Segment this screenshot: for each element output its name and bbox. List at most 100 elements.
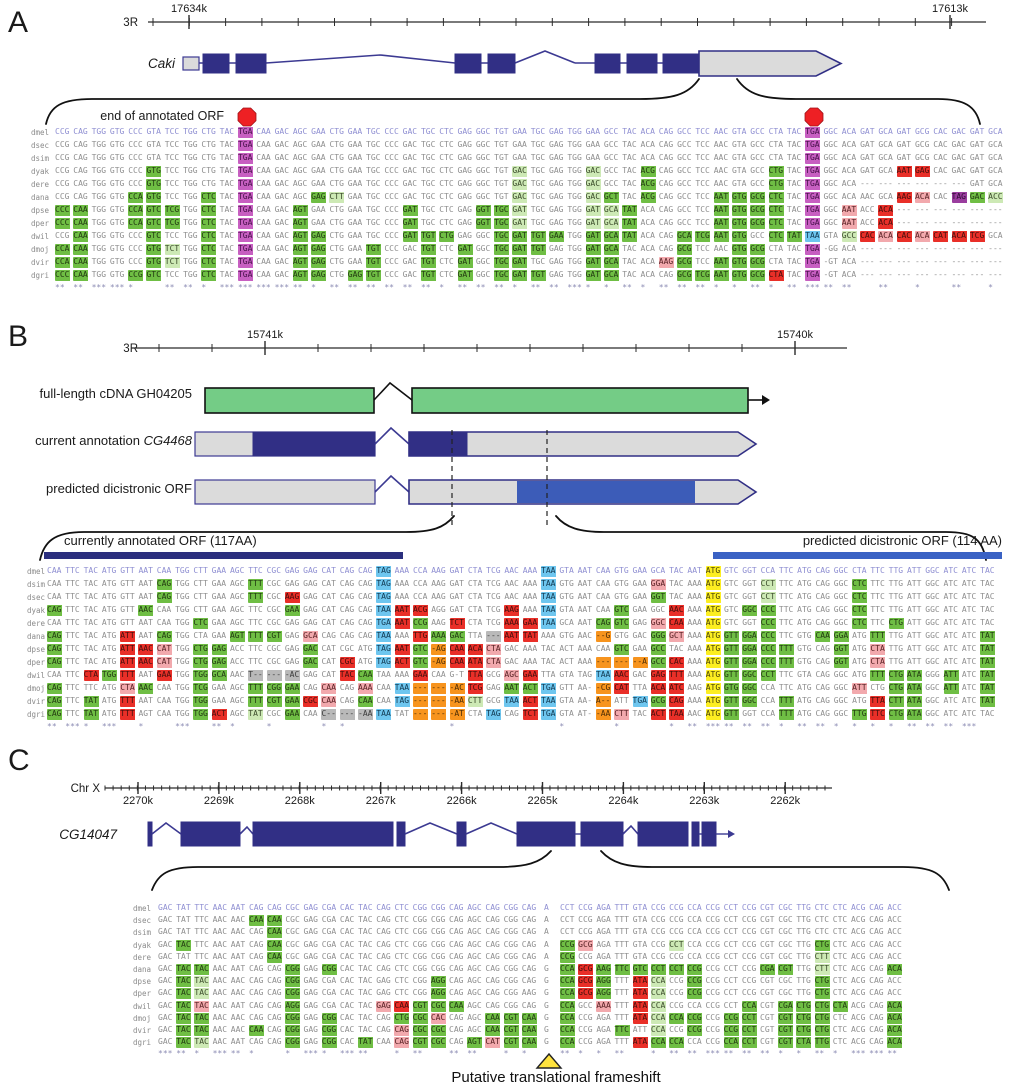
sequence-token: CAG (815, 579, 830, 588)
sequence-token: ATG (705, 592, 724, 603)
sequence-token: GCG (578, 963, 597, 975)
sequence-token: -GT (823, 270, 838, 279)
sequence-token: CGC (285, 927, 300, 937)
sequence-token: GCC (677, 218, 692, 227)
sequence-token: CAG (358, 592, 373, 601)
conservation-token (897, 283, 915, 294)
sequence-token: TAC (786, 218, 802, 227)
sequence-token: ATT (943, 670, 962, 681)
sequence-token: TAC (358, 988, 373, 998)
sequence-token: TTG (796, 976, 811, 986)
sequence-token: TGC (530, 257, 546, 266)
sequence-token: TCC (164, 153, 180, 162)
sequence-token: CCC (760, 657, 779, 668)
sequence-token: GAT (860, 153, 875, 162)
sequence-token: CCC (384, 257, 399, 266)
sequence-token: CCA (412, 592, 428, 601)
sequence-token: AGT (292, 218, 312, 229)
sequence-token: TAT (622, 231, 641, 242)
sequence-token: GCA (878, 153, 893, 162)
sequence-token: ACA (841, 244, 857, 253)
sequence-token: GTG (797, 631, 812, 640)
sequence-token: CCG (705, 1012, 720, 1022)
sequence-token: ATG (797, 709, 812, 718)
sequence-token: CTG (329, 127, 344, 136)
conservation-token: *** (237, 283, 253, 292)
sequence-token: CTA (852, 566, 867, 575)
sequence-token: CGG (321, 1012, 340, 1024)
sequence-token: AAA (687, 618, 702, 627)
sequence-token: GCG (486, 696, 501, 705)
sequence-token: GCG (677, 257, 696, 268)
sequence-token: TGC (366, 140, 381, 149)
sequence-token: GCG (578, 988, 597, 1000)
sequence-token: TGG (183, 218, 198, 227)
sequence-token: CGC (266, 618, 282, 627)
sequence-token: ACG (850, 1024, 866, 1034)
sequence-token: CAG (339, 566, 355, 575)
sequence-token: AAT (138, 566, 153, 575)
sequence-token: AAT (687, 566, 702, 575)
species-label: dsim (27, 580, 46, 589)
sequence-token: AGC (467, 1000, 482, 1010)
zoom-brace-left (45, 78, 700, 125)
sequence-token: AAG (521, 988, 537, 998)
sequence-token: TTC (65, 592, 80, 601)
sequence-token: TGC (494, 257, 513, 268)
sequence-token: CTG (201, 140, 216, 149)
sequence-token: GAA (632, 579, 647, 588)
sequence-token: GTC (614, 618, 633, 629)
sequence-token: TGG (567, 218, 582, 227)
alignment-row-dgri: dgri CCC CAA TGG GTG CCG GTC TCC TGG CTC TAC TGA CAA… (31, 270, 1006, 283)
sequence-token: TGG (193, 670, 212, 681)
sequence-token: ATG (852, 631, 867, 640)
sequence-token: CAG (485, 915, 500, 925)
sequence-token: TTC (248, 605, 263, 614)
sequence-token: AGA (596, 951, 611, 961)
sequence-token: AAA (596, 1000, 615, 1012)
sequence-token: TTC (778, 592, 794, 601)
sequence-token: CAG (267, 1012, 282, 1022)
conservation-token (578, 722, 596, 733)
conservation-token: * (439, 283, 445, 292)
sequence-token: ATC (961, 579, 977, 588)
sequence-token: --- (896, 218, 912, 227)
sequence-token: CCG (705, 903, 720, 912)
sequence-token: TAC (622, 179, 637, 188)
sequence-token: CCG (741, 976, 757, 986)
conservation-token: * (731, 283, 737, 292)
sequence-token: GGC (925, 592, 940, 601)
sequence-token: CAG (815, 709, 830, 718)
sequence-token: CGT (760, 903, 775, 912)
sequence-token: CGC (285, 915, 300, 925)
sequence-token: AGT (467, 1037, 486, 1049)
conservation-token: *** (274, 283, 290, 292)
zoom-brace-right (736, 78, 981, 125)
sequence-token: AAA (687, 657, 702, 666)
annotated-orf-bar (44, 552, 403, 559)
sequence-token: CTC (832, 951, 848, 961)
sequence-token: -GG (823, 244, 838, 253)
sequence-token: TGA (237, 218, 257, 229)
sequence-token: CAC (896, 231, 915, 242)
sequence-token: CAG (376, 927, 391, 937)
sequence-token: CAG (376, 939, 391, 949)
alignment-panel-b: dmel CAA TTC TAC ATG GTT AAT CAA TGG CTT GAA AGC TTC… (27, 566, 999, 735)
sequence-token: ATG (705, 709, 724, 720)
sequence-token: CCG (578, 915, 593, 925)
sequence-token: GTG (731, 231, 751, 242)
sequence-token: CCA (760, 683, 776, 692)
sequence-token: TAC (194, 1000, 213, 1012)
sequence-token: TGG (183, 192, 198, 201)
sequence-token: TAA (595, 670, 615, 681)
conservation-token (651, 722, 669, 733)
sequence-token: TAA (376, 631, 395, 642)
sequence-token: CGG (503, 939, 519, 949)
sequence-token: GTA (559, 670, 574, 679)
sequence-token: TAT (980, 631, 999, 642)
sequence-token: GGC (823, 153, 838, 162)
sequence-token: AGG (596, 988, 615, 1000)
conservation-token (120, 722, 138, 733)
conservation-token (980, 722, 998, 733)
sequence-token: CCT (650, 963, 670, 975)
